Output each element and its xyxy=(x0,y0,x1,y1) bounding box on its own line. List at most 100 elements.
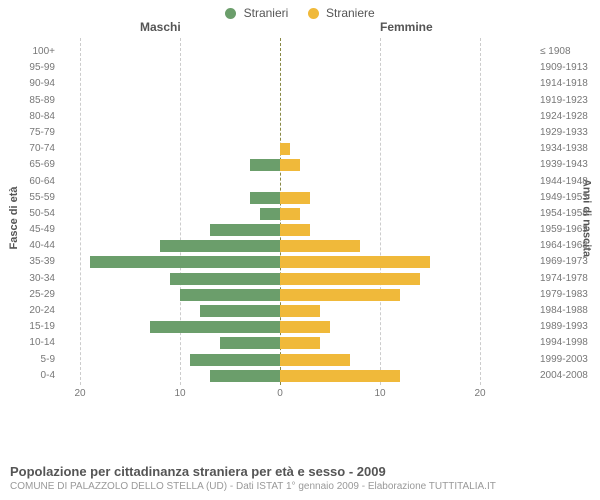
y-axis-left-labels: 100+95-9990-9485-8980-8475-7970-7465-696… xyxy=(0,44,55,384)
legend-item-female: Straniere xyxy=(308,6,375,20)
column-headers: Maschi Femmine xyxy=(0,20,600,38)
legend-label-female: Straniere xyxy=(326,6,375,20)
birth-year-label: 1964-1968 xyxy=(540,238,600,254)
bar-male xyxy=(220,337,280,349)
legend-item-male: Stranieri xyxy=(225,6,288,20)
bar-row xyxy=(60,254,500,270)
age-label: 50-54 xyxy=(0,206,55,222)
bar-female xyxy=(280,240,360,252)
bar-male xyxy=(200,305,280,317)
age-label: 5-9 xyxy=(0,352,55,368)
bar-row xyxy=(60,271,500,287)
bar-row xyxy=(60,60,500,76)
bar-female xyxy=(280,273,420,285)
x-tick-label: 0 xyxy=(277,388,283,399)
bar-row xyxy=(60,76,500,92)
chart-subtitle: COMUNE DI PALAZZOLO DELLO STELLA (UD) - … xyxy=(10,481,496,492)
bar-row xyxy=(60,44,500,60)
x-tick-label: 10 xyxy=(174,388,185,399)
age-label: 70-74 xyxy=(0,141,55,157)
bar-male xyxy=(90,256,280,268)
legend-label-male: Stranieri xyxy=(244,6,289,20)
age-label: 45-49 xyxy=(0,222,55,238)
bar-row xyxy=(60,174,500,190)
bar-female xyxy=(280,321,330,333)
bar-female xyxy=(280,354,350,366)
age-label: 60-64 xyxy=(0,174,55,190)
age-label: 75-79 xyxy=(0,125,55,141)
bar-row xyxy=(60,303,500,319)
bar-row xyxy=(60,335,500,351)
birth-year-label: ≤ 1908 xyxy=(540,44,600,60)
legend-swatch-male xyxy=(225,8,236,19)
bar-row xyxy=(60,190,500,206)
birth-year-label: 1924-1928 xyxy=(540,109,600,125)
birth-year-label: 1974-1978 xyxy=(540,271,600,287)
legend: Stranieri Straniere xyxy=(0,0,600,20)
bar-female xyxy=(280,289,400,301)
bar-row xyxy=(60,222,500,238)
age-label: 40-44 xyxy=(0,238,55,254)
bar-male xyxy=(210,370,280,382)
age-label: 80-84 xyxy=(0,109,55,125)
birth-year-label: 1944-1948 xyxy=(540,174,600,190)
birth-year-label: 1934-1938 xyxy=(540,141,600,157)
birth-year-label: 1994-1998 xyxy=(540,335,600,351)
birth-year-label: 1939-1943 xyxy=(540,157,600,173)
bar-female xyxy=(280,337,320,349)
plot-area xyxy=(60,38,500,408)
age-label: 95-99 xyxy=(0,60,55,76)
header-male: Maschi xyxy=(140,20,181,34)
age-label: 10-14 xyxy=(0,335,55,351)
birth-year-label: 1919-1923 xyxy=(540,93,600,109)
age-label: 0-4 xyxy=(0,368,55,384)
bar-male xyxy=(170,273,280,285)
x-tick-label: 20 xyxy=(474,388,485,399)
age-label: 30-34 xyxy=(0,271,55,287)
bar-row xyxy=(60,141,500,157)
bar-row xyxy=(60,238,500,254)
bar-row xyxy=(60,125,500,141)
bar-row xyxy=(60,93,500,109)
birth-year-label: 1954-1958 xyxy=(540,206,600,222)
y-axis-right-labels: ≤ 19081909-19131914-19181919-19231924-19… xyxy=(540,44,600,384)
birth-year-label: 1914-1918 xyxy=(540,76,600,92)
age-label: 20-24 xyxy=(0,303,55,319)
legend-swatch-female xyxy=(308,8,319,19)
bar-female xyxy=(280,370,400,382)
birth-year-label: 1979-1983 xyxy=(540,287,600,303)
bar-female xyxy=(280,224,310,236)
bar-female xyxy=(280,256,430,268)
bar-female xyxy=(280,208,300,220)
x-tick-label: 10 xyxy=(374,388,385,399)
age-label: 55-59 xyxy=(0,190,55,206)
age-label: 25-29 xyxy=(0,287,55,303)
bar-male xyxy=(190,354,280,366)
chart-area: Fasce di età Anni di nascita 100+95-9990… xyxy=(0,38,600,438)
x-tick-label: 20 xyxy=(74,388,85,399)
age-label: 90-94 xyxy=(0,76,55,92)
bar-male xyxy=(250,159,280,171)
bar-male xyxy=(180,289,280,301)
bar-male xyxy=(260,208,280,220)
bar-row xyxy=(60,206,500,222)
bar-male xyxy=(210,224,280,236)
chart-title: Popolazione per cittadinanza straniera p… xyxy=(10,464,496,479)
bar-row xyxy=(60,319,500,335)
birth-year-label: 1984-1988 xyxy=(540,303,600,319)
bar-row xyxy=(60,368,500,384)
birth-year-label: 1969-1973 xyxy=(540,254,600,270)
footer: Popolazione per cittadinanza straniera p… xyxy=(10,464,496,492)
age-label: 15-19 xyxy=(0,319,55,335)
header-female: Femmine xyxy=(380,20,433,34)
age-label: 35-39 xyxy=(0,254,55,270)
bar-female xyxy=(280,159,300,171)
bar-female xyxy=(280,192,310,204)
birth-year-label: 1959-1963 xyxy=(540,222,600,238)
age-label: 100+ xyxy=(0,44,55,60)
birth-year-label: 1989-1993 xyxy=(540,319,600,335)
bars-container xyxy=(60,44,500,384)
age-label: 85-89 xyxy=(0,93,55,109)
bar-male xyxy=(160,240,280,252)
age-label: 65-69 xyxy=(0,157,55,173)
